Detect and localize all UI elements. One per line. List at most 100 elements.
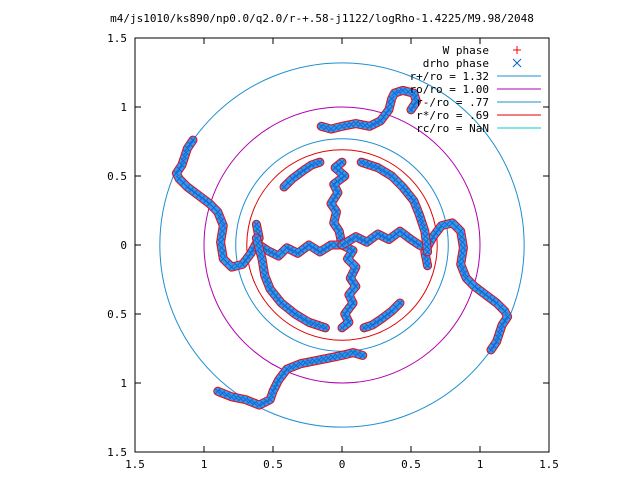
drho-point (329, 196, 337, 204)
drho-point (312, 160, 320, 167)
legend-entry: ro/ro = 1.00 (410, 83, 489, 96)
drho-point (330, 204, 338, 212)
drho-point (377, 117, 384, 125)
drho-point (263, 398, 270, 405)
drho-point (173, 169, 180, 177)
x-tick-label: 1 (477, 458, 484, 471)
drho-point (266, 396, 274, 403)
drho-point (381, 234, 389, 241)
drho-point (179, 157, 187, 165)
drho-point (275, 252, 282, 260)
y-tick-label: 1.5 (107, 446, 127, 459)
drho-point (261, 272, 269, 279)
drho-point (219, 389, 226, 397)
drho-point (191, 189, 199, 196)
drho-point (218, 244, 225, 252)
drho-point (388, 95, 396, 103)
y-tick-label: 0.5 (107, 170, 127, 183)
drho-point (334, 178, 341, 185)
drho-point (260, 266, 268, 274)
drho-point (429, 233, 437, 241)
drho-point (369, 121, 377, 128)
drho-point (501, 317, 509, 325)
drho-point (411, 93, 419, 101)
drho-point (333, 208, 340, 216)
drho-point (460, 244, 467, 252)
drho-point (458, 233, 465, 241)
drho-point (388, 172, 396, 180)
drho-point (246, 398, 254, 405)
drho-point (244, 253, 252, 261)
spiral-arms (171, 85, 513, 410)
drho-point (490, 342, 498, 350)
drho-point (253, 234, 260, 242)
drho-point (242, 257, 249, 264)
drho-point (345, 291, 353, 299)
drho-point (495, 329, 503, 337)
drho-point (478, 288, 486, 296)
drho-point (277, 373, 285, 380)
drho-point (175, 165, 183, 173)
drho-point (327, 125, 335, 133)
y-tick-label: 1 (120, 377, 127, 390)
drho-point (343, 238, 350, 246)
drho-point (317, 323, 325, 330)
drho-point (388, 307, 396, 315)
drho-point (410, 102, 418, 109)
drho-point (411, 238, 419, 246)
legend-marker (513, 46, 521, 54)
drho-point (217, 238, 224, 246)
drho-point (347, 236, 355, 243)
drho-point (233, 262, 241, 270)
drho-point (435, 226, 442, 233)
drho-point (216, 213, 223, 220)
drho-point (219, 222, 227, 230)
drho-point (300, 167, 307, 174)
drho-point (487, 346, 495, 354)
drho-point (414, 206, 421, 214)
drho-point (352, 263, 360, 271)
drho-point (322, 124, 330, 132)
drho-point (290, 248, 298, 255)
drho-point (374, 164, 382, 172)
drho-point (259, 399, 267, 407)
drho-point (309, 243, 316, 251)
drho-point (415, 241, 423, 249)
drho-point (287, 246, 294, 253)
drho-point (275, 376, 282, 384)
drho-point (338, 241, 346, 249)
chart-title: m4/js1010/ks890/np0.0/q2.0/r-+.58-j1122/… (110, 12, 534, 25)
drho-point (304, 164, 311, 172)
drho-point (214, 387, 222, 395)
drho-point (309, 320, 317, 328)
drho-point (322, 324, 329, 332)
drho-point (327, 241, 335, 249)
drho-point (493, 338, 500, 345)
drho-point (333, 223, 340, 231)
drho-point (497, 325, 505, 333)
drho-point (333, 124, 340, 132)
drho-point (366, 161, 373, 169)
drho-point (383, 169, 391, 177)
drho-point (348, 271, 356, 278)
drho-point (323, 243, 331, 251)
radius-circle (203, 106, 481, 384)
drho-point (341, 310, 349, 318)
drho-point (186, 140, 194, 148)
drho-point (198, 194, 206, 202)
drho-point (271, 384, 279, 391)
drho-point (389, 233, 396, 241)
drho-point (313, 321, 321, 329)
legend-entry: r*/ro = .69 (416, 109, 489, 122)
y-tick-label: 0 (120, 239, 127, 252)
drho-point (362, 160, 369, 167)
drho-point (292, 172, 300, 180)
drho-point (268, 392, 275, 399)
drho-point (364, 323, 372, 330)
drho-point (374, 230, 382, 238)
drho-point (316, 248, 324, 256)
drho-point (354, 350, 362, 358)
drho-point (363, 238, 371, 246)
